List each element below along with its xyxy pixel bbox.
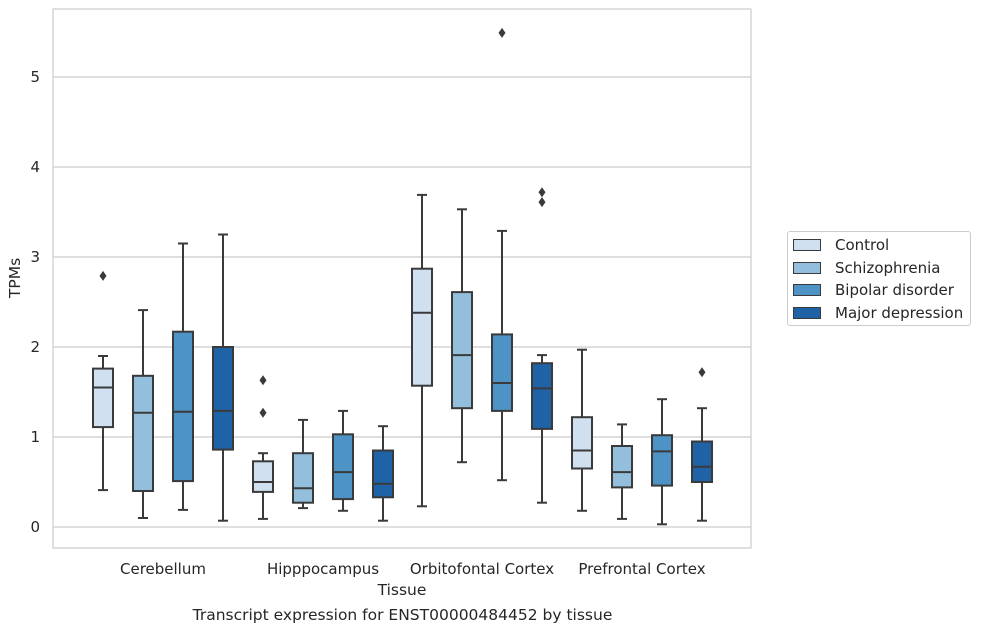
box-2-0 (172, 242, 194, 511)
box-3-3 (691, 367, 713, 522)
y-tick-label: 2 (30, 338, 40, 356)
y-tick-labels: 0 1 2 3 4 5 (30, 68, 40, 536)
box-iqr (611, 445, 633, 489)
outlier-point (99, 270, 107, 281)
outlier-point (538, 197, 546, 208)
legend-item-bipolar: Bipolar disorder (793, 280, 954, 300)
box-3-0 (212, 233, 234, 522)
box-iqr (571, 416, 593, 470)
box-iqr (252, 460, 274, 493)
box-2-1 (332, 409, 354, 512)
box-iqr (92, 367, 114, 429)
legend-item-schizophrenia: Schizophrenia (793, 258, 940, 278)
box-iqr (132, 374, 154, 492)
legend-item-control: Control (793, 235, 889, 255)
outlier-point (259, 407, 267, 418)
box-1-0 (132, 309, 154, 519)
y-tick-label: 3 (30, 248, 40, 266)
outlier-point (538, 187, 546, 198)
box-0-2 (411, 193, 433, 508)
box-groups (92, 27, 713, 526)
legend-swatch-schizophrenia (793, 261, 821, 274)
box-iqr (332, 433, 354, 501)
outlier-point (498, 27, 506, 38)
box-2-2 (491, 27, 513, 482)
box-1-2 (451, 208, 473, 464)
legend-swatch-control (793, 239, 821, 251)
box-iqr (651, 434, 673, 487)
x-tick-label: Hipppocampus (267, 560, 379, 578)
box-0-0 (92, 270, 114, 492)
y-tick-label: 4 (30, 158, 40, 176)
legend-label-depression: Major depression (835, 303, 964, 322)
box-2-3 (651, 398, 673, 526)
box-iqr (372, 449, 394, 499)
x-tick-label: Prefrontal Cortex (578, 560, 705, 578)
y-tick-label: 5 (30, 68, 40, 86)
box-iqr (531, 362, 553, 430)
x-tick-labels: Cerebellum Hipppocampus Orbitofontal Corte… (120, 560, 706, 578)
box-iqr (491, 333, 513, 412)
box-3-2 (531, 187, 553, 504)
box-iqr (292, 452, 314, 504)
legend-swatch-bipolar (793, 284, 821, 296)
chart-caption: Transcript expression for ENST0000048445… (192, 606, 613, 624)
x-axis-label: Tissue (377, 581, 427, 599)
box-iqr (691, 440, 713, 483)
box-iqr (411, 267, 433, 387)
legend-item-depression: Major depression (793, 303, 963, 323)
legend-label-schizophrenia: Schizophrenia (835, 258, 941, 277)
x-tick-label: Orbitofontal Cortex (410, 560, 554, 578)
outlier-point (259, 375, 267, 386)
legend-label-control: Control (835, 236, 890, 254)
box-iqr (212, 346, 234, 451)
outlier-point (698, 367, 706, 378)
y-tick-label: 0 (30, 518, 40, 536)
y-tick-label: 1 (30, 428, 40, 446)
legend: Control Schizophrenia Bipolar disorder M… (787, 231, 971, 326)
box-1-1 (292, 418, 314, 510)
box-0-1 (252, 375, 274, 520)
legend-label-bipolar: Bipolar disorder (835, 281, 954, 299)
box-iqr (451, 291, 473, 410)
box-iqr (172, 330, 194, 483)
box-1-3 (611, 423, 633, 520)
plot-area (52, 8, 752, 549)
x-tick-label: Cerebellum (120, 560, 206, 578)
box-3-1 (372, 425, 394, 522)
legend-swatch-depression (793, 306, 821, 319)
y-axis-label: TPMs (6, 258, 24, 299)
box-0-3 (571, 348, 593, 512)
gridlines (53, 76, 751, 528)
